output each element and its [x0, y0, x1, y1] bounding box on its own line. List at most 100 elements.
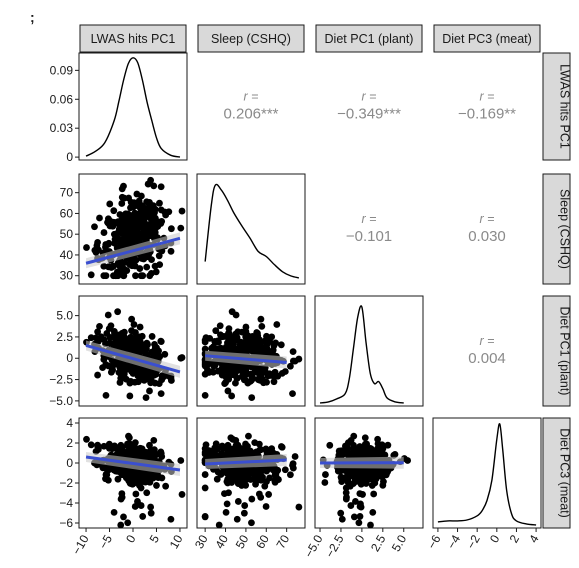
- scatter-point: [352, 498, 359, 505]
- scatter-point: [227, 338, 235, 345]
- x-tick-label: −10: [69, 532, 91, 557]
- scatter-panel: [201, 432, 303, 529]
- scatter-point: [126, 392, 134, 400]
- scatter-point: [91, 223, 98, 231]
- scatter-point: [118, 215, 126, 223]
- scatter-point: [152, 268, 160, 276]
- scatter-point: [145, 368, 153, 375]
- scatter-point: [367, 521, 374, 529]
- scatter-point: [342, 484, 350, 492]
- scatter-point: [289, 348, 297, 356]
- scatter-point: [213, 475, 221, 483]
- scatter-point: [127, 447, 135, 455]
- scatter-point: [120, 272, 127, 280]
- x-tick-label: 40: [212, 532, 231, 551]
- scatter-point: [146, 478, 154, 486]
- corr-r-label: r =: [480, 334, 495, 348]
- y-tick-label: −2: [59, 476, 73, 490]
- scatter-point: [148, 256, 155, 264]
- scatter-point: [225, 330, 233, 337]
- y-tick-label: 50: [60, 227, 74, 241]
- scatter-point: [268, 333, 276, 341]
- scatter-point: [257, 370, 265, 378]
- scatter-point: [83, 244, 90, 251]
- scatter-point: [256, 446, 264, 454]
- panel-frame: [196, 417, 306, 529]
- scatter-point: [216, 322, 224, 330]
- scatter-point: [246, 447, 254, 455]
- x-tick-label: 4: [526, 532, 542, 545]
- strip-right: [542, 417, 571, 529]
- scatter-point: [208, 344, 216, 352]
- scatter-point: [146, 272, 154, 280]
- scatter-point: [201, 471, 209, 478]
- fit-line: [85, 236, 181, 265]
- scatter-point: [202, 441, 210, 449]
- scatter-point: [232, 469, 240, 477]
- x-tick-label: −4: [444, 532, 463, 551]
- panel-frame: [196, 295, 306, 407]
- scatter-point: [143, 263, 151, 271]
- scatter-point: [146, 441, 153, 449]
- scatter-point: [94, 338, 102, 345]
- scatter-point: [265, 491, 273, 498]
- x-tick-label: −5.0: [302, 532, 326, 560]
- scatter-point: [233, 476, 240, 483]
- scatter-point: [83, 435, 90, 443]
- scatter-point: [202, 334, 210, 342]
- scatter-point: [156, 261, 164, 269]
- scatter-point: [127, 198, 135, 206]
- scatter-point: [233, 334, 241, 341]
- scatter-point: [270, 378, 278, 386]
- scatter-point: [337, 509, 345, 517]
- scatter-point: [147, 232, 155, 240]
- x-tick-label: 5.0: [389, 532, 410, 554]
- scatter-point: [135, 221, 143, 228]
- scatter-point: [133, 233, 140, 241]
- corr-value: −0.101: [346, 228, 392, 245]
- scatter-point: [372, 475, 380, 483]
- y-tick-label: 4: [66, 416, 73, 430]
- scatter-point: [114, 475, 122, 483]
- scatter-point: [137, 272, 145, 280]
- scatter-point: [264, 465, 272, 473]
- scatter-point: [355, 519, 363, 527]
- scatter-point: [120, 265, 128, 273]
- scatter-point: [110, 328, 118, 335]
- scatter-point: [135, 365, 143, 372]
- scatter-point: [178, 354, 186, 361]
- scatter-point: [239, 369, 247, 377]
- scatter-point: [146, 387, 153, 395]
- scatter-point: [110, 230, 118, 238]
- scatter-point: [87, 334, 95, 342]
- scatter-point: [242, 328, 250, 335]
- x-tick-label: −6: [425, 532, 444, 551]
- scatter-point: [148, 348, 156, 356]
- scatter-point: [117, 521, 125, 529]
- y-tick-label: 2.5: [56, 330, 73, 344]
- scatter-point: [291, 453, 299, 460]
- scatter-point: [120, 513, 127, 521]
- scatter-point: [134, 500, 142, 508]
- scatter-point: [262, 445, 270, 453]
- corr-r-label: r =: [244, 90, 259, 104]
- scatter-point: [87, 271, 95, 279]
- panel-frame: [78, 52, 188, 161]
- scatter-point: [100, 229, 108, 236]
- scatter-point: [233, 515, 241, 523]
- scatter-point: [272, 473, 280, 481]
- strip-top-label: Sleep (CSHQ): [211, 32, 291, 46]
- strip-top: [197, 24, 305, 53]
- scatter-point: [118, 469, 126, 477]
- density-curve: [204, 183, 300, 279]
- scatter-point: [221, 490, 228, 497]
- scatter-point: [102, 272, 110, 280]
- scatter-point: [167, 225, 175, 233]
- fit-line: [205, 458, 287, 466]
- scatter-panel: [83, 308, 186, 401]
- scatter-point: [221, 380, 229, 388]
- scatter-point: [322, 471, 329, 478]
- scatter-point: [347, 502, 355, 509]
- strip-top: [315, 24, 423, 53]
- scatter-point: [222, 508, 230, 516]
